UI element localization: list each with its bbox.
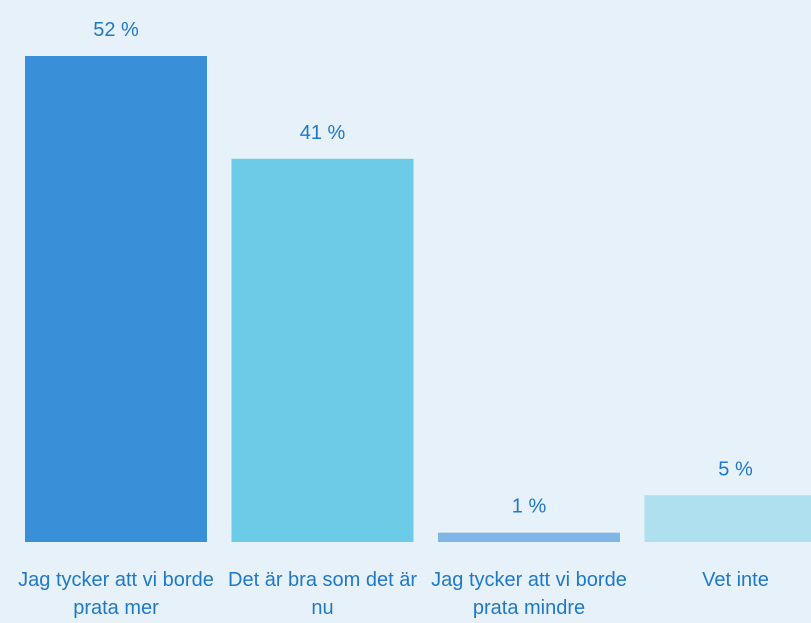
- category-label: Det är bra som det är nu: [228, 569, 417, 619]
- value-label: 5 %: [718, 458, 753, 480]
- value-label: 1 %: [512, 496, 547, 518]
- bar: [644, 495, 811, 542]
- bar: [231, 158, 414, 543]
- category-label: Vet inte: [702, 569, 769, 591]
- bar: [25, 56, 207, 542]
- category-label: Jag tycker att vi borde prata mer: [18, 569, 214, 619]
- value-label: 41 %: [300, 122, 346, 144]
- value-label: 52 %: [93, 19, 139, 41]
- category-label: Jag tycker att vi borde prata mindre: [431, 569, 627, 619]
- bar: [438, 532, 620, 542]
